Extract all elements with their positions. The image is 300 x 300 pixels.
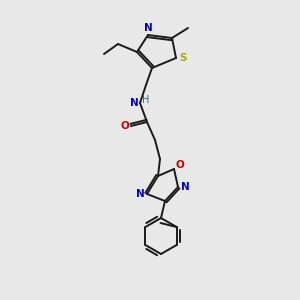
- Text: N: N: [136, 189, 144, 199]
- Text: N: N: [130, 98, 138, 108]
- Text: O: O: [176, 160, 184, 170]
- Text: S: S: [179, 53, 187, 63]
- Text: H: H: [142, 95, 150, 105]
- Text: N: N: [181, 182, 189, 192]
- Text: O: O: [121, 121, 129, 131]
- Text: N: N: [144, 23, 152, 33]
